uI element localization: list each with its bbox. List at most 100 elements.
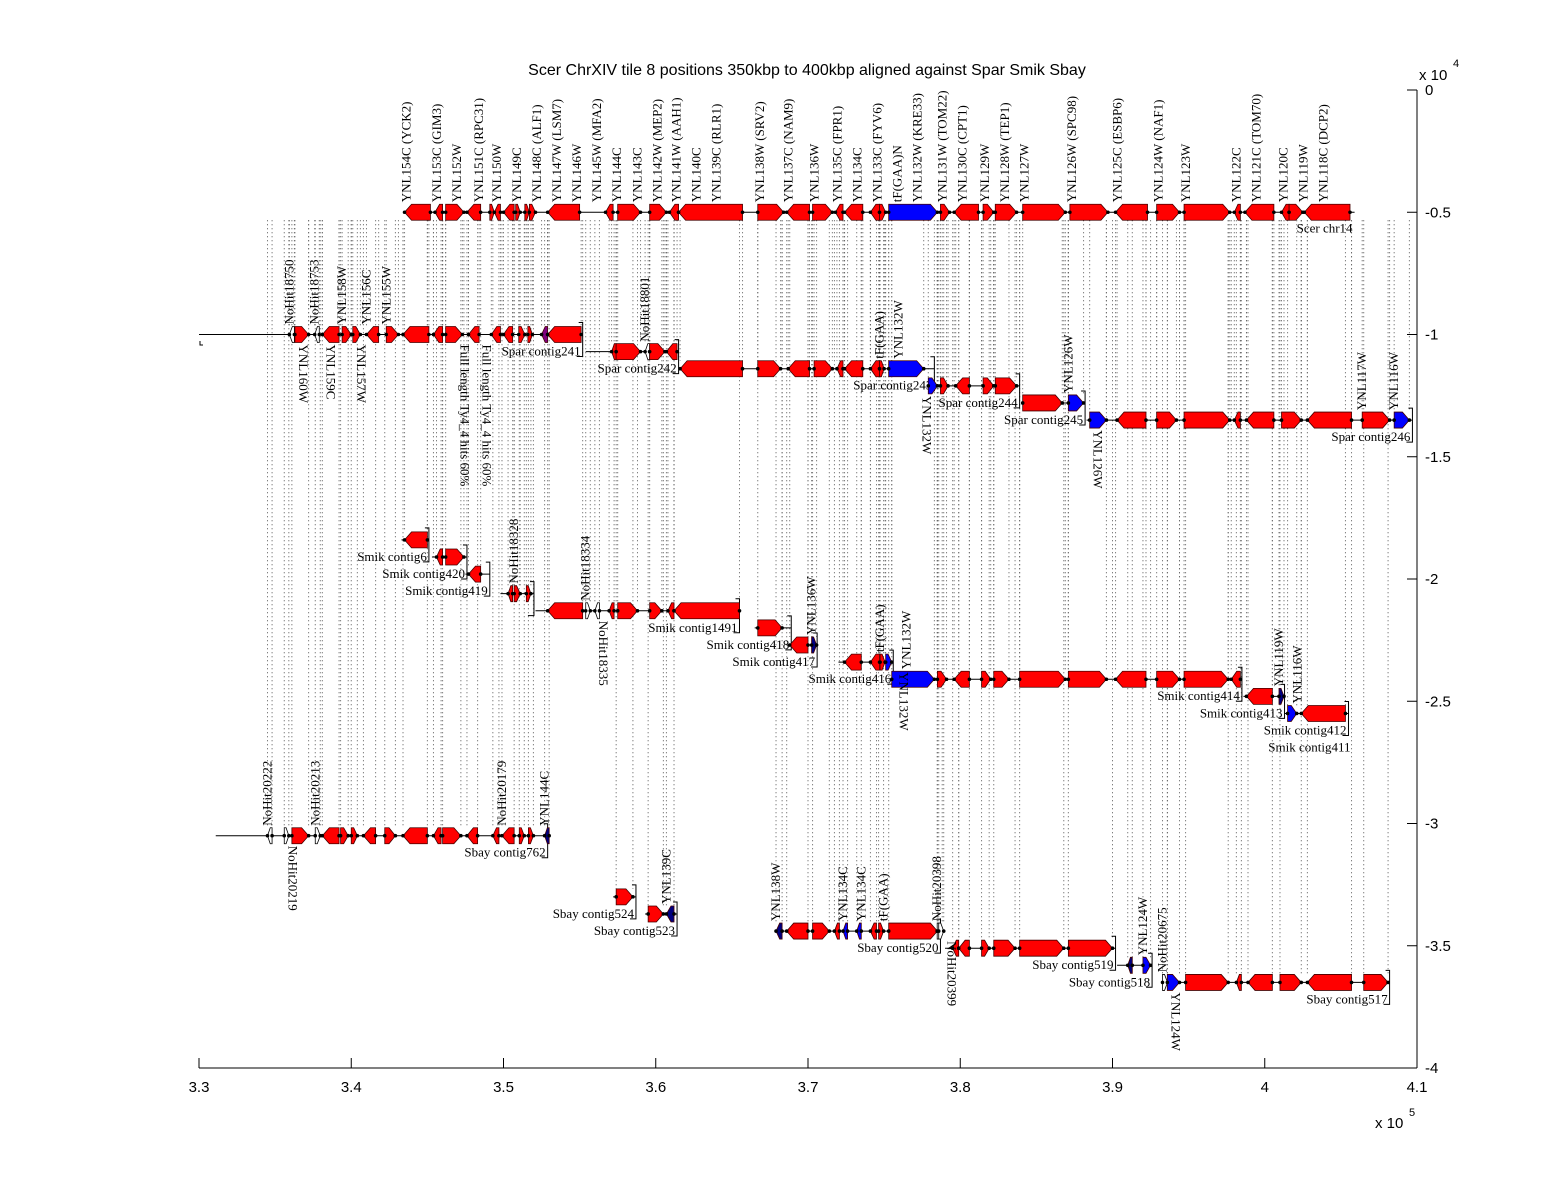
gene-label: NoHit20179 [494,761,509,826]
gene-start-dot [433,210,437,215]
gene-end-dot [1226,980,1231,985]
gene-end-dot [1238,210,1243,215]
y-tick-label: -3.5 [1425,938,1451,955]
gene-start-dot [338,833,343,838]
gene-arrow [667,602,675,620]
gene-start-dot [784,929,789,933]
gene-end-dot [510,332,515,337]
gene-start-dot [935,677,940,682]
gene-label: YNL158W [334,265,349,324]
contig-end-bracket [887,649,894,685]
gene-end-dot [987,946,991,950]
gene-end-dot [1130,963,1135,968]
contig-end-bracket [1278,683,1286,719]
alignment-dotted-lines [267,220,1410,975]
gene-arrow [789,636,809,654]
gene-end-dot [460,332,465,337]
contig-end-bracket [785,615,792,651]
gene-arrow [1306,411,1352,429]
gene-end-dot [807,210,812,215]
gene-arrow [490,326,501,343]
gene-label: YNL126W (SPC98) [1064,96,1079,202]
gene-end-dot [376,332,381,337]
contig-end-bracket [672,339,680,375]
gene-arrow [1067,394,1085,412]
gene-start-dot [1154,677,1159,682]
x-tick-label: 3.5 [493,1079,514,1096]
gene-start-dot [434,555,439,559]
gene-end-dot [475,833,480,838]
gene-start-dot [1066,677,1071,682]
y-multiplier: x 10 [1419,67,1447,84]
contig-row: Smik contig419 [405,561,491,598]
gene-arrow [518,827,525,845]
gene-start-dot [382,833,387,838]
gene-start-dot [883,660,888,664]
gene-start-dot [1125,963,1130,968]
gene-start-dot [593,608,597,613]
gene-end-dot [1343,711,1348,716]
gene-end-dot [529,591,533,596]
gene-arrow [288,326,295,343]
gene-arrow [1183,670,1229,688]
gene-arrow [953,203,979,221]
gene-end-dot [547,833,551,838]
gene-arrow [679,360,743,378]
gene-end-dot [944,677,949,682]
gene-arrow [888,922,938,940]
gene-label: YNL138W [768,862,783,921]
gene-arrow [525,585,532,603]
gene-end-dot [780,626,784,630]
gene-arrow [952,939,960,957]
gene-end-dot [861,210,865,215]
gene-arrow [1183,203,1231,221]
gene-label: YNL117W [1354,351,1369,410]
contig-row: Smik contig413 [1200,683,1286,720]
gene-start-dot [526,332,530,337]
gene-arrow [321,827,340,845]
gene-start-dot [506,591,510,596]
gene-end-dot [1272,210,1276,215]
gene-arrow [844,360,864,378]
gene-arrow [291,827,310,845]
gene-label: YNL140C [688,147,703,202]
gene-end-dot [967,946,972,950]
gene-label: YNL134C [835,866,850,921]
gene-start-dot [981,384,985,388]
gene-arrow [757,619,783,637]
x-tick-label: 3.4 [341,1079,362,1096]
gene-start-dot [1113,677,1118,682]
gene-arrow [888,360,925,378]
gene-start-dot [431,833,436,838]
gene-label: NoHit20222 [260,761,275,826]
gene-arrow [1303,203,1351,221]
gene-end-dot [1270,980,1275,985]
gene-end-dot [1174,418,1179,422]
gene-start-dot [868,660,873,664]
gene-arrow [1019,670,1066,688]
gene-start-dot [401,833,405,838]
gene-arrow [856,922,862,940]
gene-arrow [513,585,521,603]
gene-start-dot [466,572,471,576]
gene-end-dot [396,332,401,337]
gene-end-dot [638,210,643,215]
contig-row: Sbay contig762 [215,823,551,860]
gene-arrow [541,326,549,343]
gene-end-dot [883,210,888,215]
gene-arrow [869,653,880,671]
contig-label: Smik contig411 [1268,740,1350,755]
gene-arrow [432,326,444,343]
gene-arrow [433,827,442,845]
gene-arrow [786,203,810,221]
gene-arrow [467,326,480,343]
gene-end-dot [428,210,433,215]
gene-arrow [1183,411,1231,429]
gene-start-dot [889,677,894,682]
contig-row: Spar contig245 [1004,390,1086,427]
gene-start-dot [287,332,292,337]
gene-end-dot [337,332,341,337]
gene-arrow [982,203,995,221]
gene-start-dot [1182,210,1186,215]
